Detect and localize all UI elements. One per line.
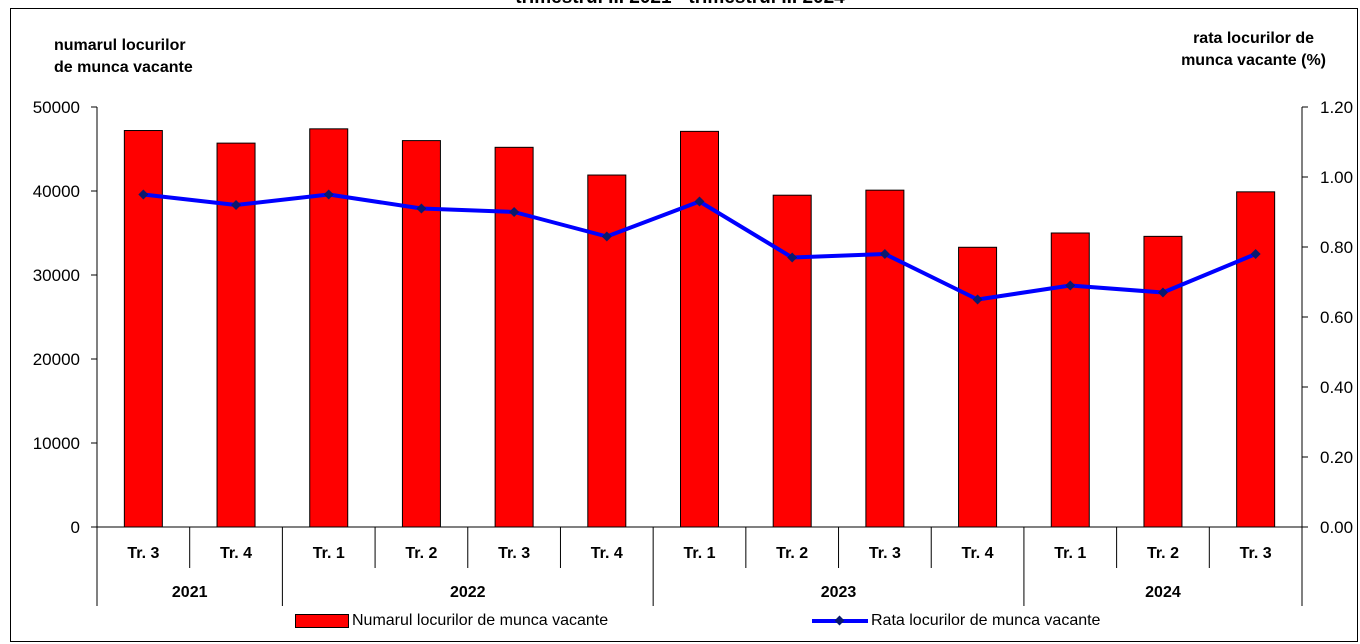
right-tick-label: 0.80 [1320,238,1353,257]
category-label: Tr. 2 [776,545,808,562]
category-label: Tr. 1 [1054,545,1086,562]
left-tick-label: 20000 [33,350,80,369]
category-label: Tr. 3 [869,545,901,562]
rate-point [879,249,890,259]
legend-line-swatch [812,614,868,628]
right-tick-label: 0.40 [1320,378,1353,397]
category-label: Tr. 2 [1147,545,1179,562]
right-tick-label: 0.20 [1320,448,1353,467]
left-tick-label: 30000 [33,266,80,285]
rate-point [231,200,242,210]
rate-point [1065,280,1076,291]
chart-title: trimestrul III 2021 - trimestrul III 202… [0,0,1360,9]
bar [1236,191,1276,528]
bar [1050,232,1090,528]
chart-frame [10,8,1358,642]
left-tick-label: 40000 [33,182,80,201]
bar [309,128,349,528]
year-label: 2022 [450,584,486,601]
category-label: Tr. 2 [405,545,437,562]
legend-bar-swatch [295,614,349,628]
left-axis-title-line-2: de munca vacante [54,59,193,76]
rate-point [694,196,705,207]
right-axis-title: rata locurilor de munca vacante (%) [1181,28,1326,72]
left-axis-title-line-1: numarul locurilor [54,37,186,54]
rate-point [972,294,983,305]
category-label: Tr. 4 [220,545,252,562]
left-tick-label: 0 [71,518,80,537]
year-label: 2023 [821,584,857,601]
bar [865,189,905,528]
category-label: Tr. 3 [127,545,159,562]
rate-point [1250,249,1261,259]
rate-point [601,231,612,242]
bar [958,246,998,528]
legend-label-bars: Numarul locurilor de munca vacante [352,612,609,629]
bar [494,146,534,528]
bar [401,140,441,528]
category-label: Tr. 3 [498,545,530,562]
rate-point [509,207,520,217]
category-label: Tr. 1 [683,545,715,562]
bar [680,130,719,528]
year-label: 2021 [172,584,208,601]
bar [772,194,812,528]
category-label: Tr. 3 [1240,545,1272,562]
right-tick-label: 0.00 [1320,518,1353,537]
left-tick-label: 10000 [33,434,80,453]
right-tick-label: 1.20 [1320,98,1353,117]
bar [1143,235,1183,528]
rate-point [787,252,798,263]
right-tick-label: 0.60 [1320,308,1353,327]
left-tick-label: 50000 [33,98,80,117]
rate-point [416,203,427,214]
legend-label-line: Rata locurilor de munca vacante [871,612,1101,629]
year-label: 2024 [1145,584,1181,601]
right-axis-title-line-2: munca vacante (%) [1181,52,1326,69]
right-axis-title-line-1: rata locurilor de [1193,30,1314,47]
bar [587,174,627,528]
legend-item-line: Rata locurilor de munca vacante [812,612,1100,630]
rate-point [138,189,149,200]
legend-item-bars: Numarul locurilor de munca vacante [295,612,608,630]
category-label: Tr. 1 [313,545,345,562]
category-label: Tr. 4 [962,545,994,562]
right-tick-label: 1.00 [1320,168,1353,187]
left-axis-title: numarul locurilor de munca vacante [54,35,193,79]
rate-point [1157,287,1168,298]
category-label: Tr. 4 [591,545,623,562]
rate-point [323,189,334,200]
